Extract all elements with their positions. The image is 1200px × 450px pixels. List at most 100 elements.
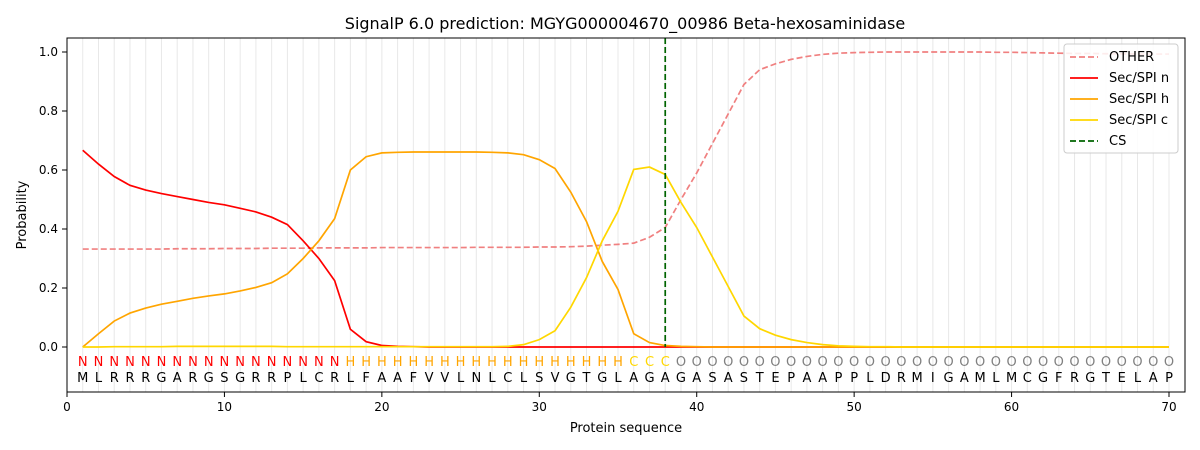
region-label: N — [109, 355, 119, 370]
residue-label: G — [944, 371, 954, 386]
residue-label: V — [551, 371, 560, 386]
residue-label: L — [614, 371, 622, 386]
residue-label: L — [347, 371, 355, 386]
x-axis-label: Protein sequence — [570, 421, 682, 436]
chart-title: SignalP 6.0 prediction: MGYG000004670_00… — [345, 14, 905, 34]
legend-box — [1063, 43, 1179, 154]
region-label: O — [723, 355, 733, 370]
y-tick-label: 0.8 — [39, 104, 58, 118]
region-label: H — [393, 355, 403, 370]
region-label: N — [283, 355, 293, 370]
residue-label: R — [110, 371, 119, 386]
region-label: C — [661, 355, 670, 370]
residue-label: L — [488, 371, 496, 386]
residue-label: G — [235, 371, 245, 386]
residue-label: G — [676, 371, 686, 386]
region-label: O — [770, 355, 780, 370]
residue-label: M — [77, 371, 88, 386]
region-label: O — [1085, 355, 1095, 370]
region-label: H — [613, 355, 623, 370]
residue-label: G — [1085, 371, 1095, 386]
region-label: O — [959, 355, 969, 370]
residue-label: G — [597, 371, 607, 386]
residue-label: N — [471, 371, 481, 386]
residue-label: M — [912, 371, 923, 386]
residue-label: L — [300, 371, 308, 386]
region-label: N — [251, 355, 261, 370]
residue-label: G — [566, 371, 576, 386]
region-label: O — [786, 355, 796, 370]
y-tick-label: 0.4 — [39, 222, 58, 236]
residue-label: F — [362, 371, 369, 386]
residue-label: S — [535, 371, 543, 386]
region-label: O — [1038, 355, 1048, 370]
region-label: N — [188, 355, 198, 370]
residue-label: P — [850, 371, 858, 386]
region-label: C — [629, 355, 638, 370]
region-label: N — [125, 355, 135, 370]
residue-label: A — [818, 371, 827, 386]
residue-label: A — [960, 371, 969, 386]
residue-label: S — [220, 371, 228, 386]
x-tick-label: 50 — [847, 400, 862, 414]
residue-label: R — [141, 371, 150, 386]
y-tick-label: 1.0 — [39, 45, 58, 59]
region-label: O — [1117, 355, 1127, 370]
region-label: O — [707, 355, 717, 370]
residue-label: I — [931, 371, 935, 386]
region-label: N — [267, 355, 277, 370]
x-tick-label: 70 — [1161, 400, 1176, 414]
residue-label: L — [1134, 371, 1142, 386]
residue-label: M — [1006, 371, 1017, 386]
residue-label: T — [755, 371, 764, 386]
residue-label: L — [457, 371, 465, 386]
region-label: C — [645, 355, 654, 370]
region-label: O — [1069, 355, 1079, 370]
residue-label: F — [1055, 371, 1062, 386]
plot-frame — [66, 37, 1186, 393]
series-line-other — [82, 51, 1169, 250]
residue-label: P — [283, 371, 291, 386]
residue-label: E — [771, 371, 779, 386]
region-label: H — [440, 355, 450, 370]
series-line-sec-spi-h — [82, 151, 1169, 348]
region-label: O — [991, 355, 1001, 370]
region-label: N — [330, 355, 340, 370]
residue-label: F — [410, 371, 417, 386]
residue-label: R — [251, 371, 260, 386]
region-label: O — [739, 355, 749, 370]
residue-label: G — [1038, 371, 1048, 386]
legend: OTHER Sec/SPI n Sec/SPI h Sec/SPI c CS — [1063, 43, 1179, 154]
residue-label: P — [1165, 371, 1173, 386]
region-label: N — [78, 355, 88, 370]
residue-label: A — [724, 371, 733, 386]
region-label: O — [833, 355, 843, 370]
residue-label: G — [156, 371, 166, 386]
residue-label: L — [95, 371, 103, 386]
region-label: H — [597, 355, 607, 370]
region-label: O — [849, 355, 859, 370]
x-tick-label: 60 — [1004, 400, 1019, 414]
region-label: H — [566, 355, 576, 370]
region-label: H — [487, 355, 497, 370]
legend-label: CS — [1109, 134, 1126, 149]
region-label: O — [912, 355, 922, 370]
region-label: N — [157, 355, 167, 370]
residue-label: S — [708, 371, 716, 386]
series-line-sec-spi-c — [82, 166, 1169, 348]
residue-label: T — [582, 371, 591, 386]
region-label: H — [471, 355, 481, 370]
region-label: N — [172, 355, 182, 370]
region-label: O — [755, 355, 765, 370]
region-label: N — [298, 355, 308, 370]
residue-label: C — [1023, 371, 1032, 386]
region-label: O — [1006, 355, 1016, 370]
region-label: H — [345, 355, 355, 370]
residue-label: R — [188, 371, 197, 386]
residue-label: A — [393, 371, 402, 386]
region-label: O — [975, 355, 985, 370]
region-label: N — [314, 355, 324, 370]
residue-label: A — [802, 371, 811, 386]
